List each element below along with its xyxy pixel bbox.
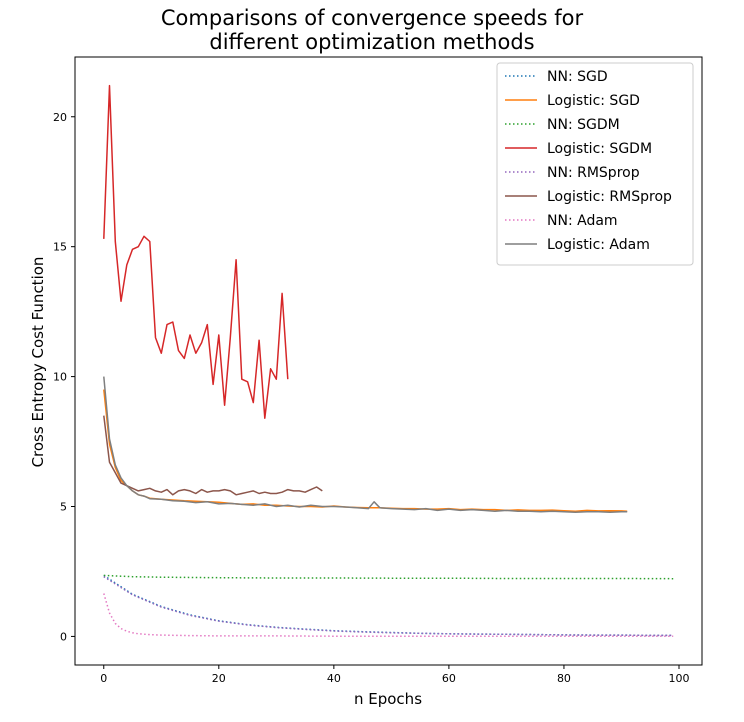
series-line-4 bbox=[103, 576, 674, 637]
legend: NN: SGD Logistic: SGD NN: SGDM Logistic: SG… bbox=[496, 62, 694, 266]
series-line-3 bbox=[103, 84, 289, 419]
legend-label: Logistic: SGD bbox=[547, 93, 640, 109]
axes-frame bbox=[74, 56, 703, 666]
y-tick-label: 10 bbox=[53, 371, 67, 384]
x-tick-label: 80 bbox=[557, 672, 571, 685]
series-line-6 bbox=[103, 593, 674, 637]
legend-label: NN: SGDM bbox=[547, 117, 620, 133]
legend-label: NN: SGD bbox=[547, 69, 608, 85]
series-line-1 bbox=[103, 389, 628, 512]
chart-title-line-2: different optimization methods bbox=[209, 30, 535, 54]
series-lines bbox=[103, 84, 674, 637]
series-line-0 bbox=[103, 574, 674, 637]
y-tick-label: 15 bbox=[53, 241, 67, 254]
x-tick-label: 100 bbox=[668, 672, 689, 685]
y-tick-label: 5 bbox=[60, 501, 67, 514]
x-tick-label: 40 bbox=[327, 672, 341, 685]
x-tick-label: 0 bbox=[100, 672, 107, 685]
y-tick-label: 0 bbox=[60, 630, 67, 643]
x-tick-label: 60 bbox=[442, 672, 456, 685]
y-axis-label: Cross Entropy Cost Function bbox=[29, 256, 47, 468]
legend-label: Logistic: RMSprop bbox=[547, 189, 672, 205]
x-tick-label: 20 bbox=[212, 672, 226, 685]
legend-label: NN: Adam bbox=[547, 213, 618, 229]
axis-ticks: 0 20 40 60 80 100 0 5 10 15 20 bbox=[53, 111, 689, 685]
legend-label: NN: RMSprop bbox=[547, 165, 640, 181]
legend-label: Logistic: SGDM bbox=[547, 141, 652, 157]
legend-box bbox=[496, 62, 694, 266]
chart-title-line-1: Comparisons of convergence speeds for bbox=[160, 6, 584, 30]
series-line-2 bbox=[103, 574, 674, 580]
x-axis-label: n Epochs bbox=[353, 690, 423, 708]
legend-label: Logistic: Adam bbox=[547, 237, 650, 253]
y-tick-label: 20 bbox=[53, 111, 67, 124]
series-line-5 bbox=[103, 415, 323, 496]
series-line-7 bbox=[103, 376, 628, 513]
